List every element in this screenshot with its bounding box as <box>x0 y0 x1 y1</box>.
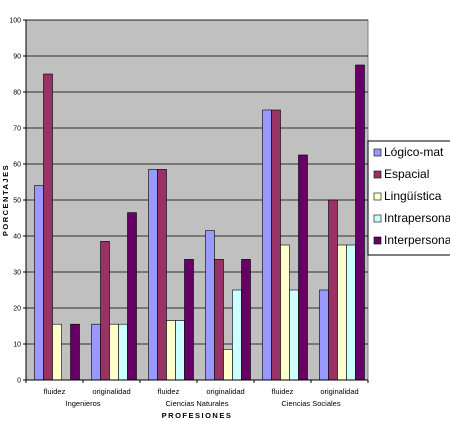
y-tick-label: 100 <box>9 18 21 25</box>
legend-swatch <box>373 236 382 245</box>
x-tick-label: fluidez <box>272 387 294 396</box>
bar <box>157 169 167 381</box>
bar <box>214 259 224 381</box>
bar <box>289 289 299 381</box>
legend-swatch <box>373 192 382 201</box>
y-tick-label: 30 <box>13 270 21 277</box>
legend: Lógico-mat Espacial Lingüística Intraperson… <box>367 140 450 256</box>
legend-label: Espacial <box>384 167 429 181</box>
x-tick-label: fluidez <box>44 387 66 396</box>
y-tick-label: 40 <box>13 234 21 241</box>
legend-box <box>367 140 450 256</box>
bar <box>184 259 194 381</box>
bar <box>109 323 119 381</box>
bar <box>328 199 338 381</box>
bars <box>34 64 365 381</box>
y-tick-label: 10 <box>13 342 21 349</box>
x-group-label: Ciencias Naturales <box>166 399 229 408</box>
y-tick-label: 0 <box>17 378 21 385</box>
legend-label: Lógico-mat <box>384 145 444 159</box>
bar <box>271 109 281 381</box>
y-tick-label: 20 <box>13 306 21 313</box>
bar <box>346 244 356 381</box>
bar <box>262 109 272 381</box>
x-group-label: Ciencias Sociales <box>281 399 340 408</box>
x-axis-groups: Ingenieros Ciencias Naturales Ciencias Soc… <box>65 399 340 408</box>
bar <box>118 323 128 381</box>
y-axis-ticks: 0 10 20 30 40 50 60 70 80 90 100 <box>9 18 26 385</box>
bar <box>355 64 365 381</box>
bar <box>100 241 110 381</box>
bar <box>70 323 80 381</box>
y-tick-label: 60 <box>13 162 21 169</box>
y-tick-label: 70 <box>13 126 21 133</box>
bar <box>52 323 62 381</box>
legend-swatch <box>373 214 382 223</box>
gridlines <box>26 19 368 345</box>
x-axis-categories: fluidez originalidad fluidez originalidad fl… <box>25 380 369 396</box>
x-group-label: Ingenieros <box>65 399 100 408</box>
legend-swatch <box>373 170 382 179</box>
y-tick-label: 90 <box>13 54 21 61</box>
legend-label: Interpersonal <box>384 233 450 247</box>
bar <box>127 212 137 381</box>
bar <box>34 185 44 381</box>
x-axis-title: PROFESIONES <box>162 411 233 420</box>
bar <box>319 289 329 381</box>
x-tick-label: originalidad <box>320 387 358 396</box>
x-tick-label: originalidad <box>206 387 244 396</box>
legend-label: Intrapersonal <box>384 211 450 225</box>
bar <box>232 289 242 381</box>
legend-label: Lingüística <box>384 189 442 203</box>
bar <box>298 154 308 381</box>
y-axis-title: PORCENTAJES <box>1 164 10 236</box>
bar <box>337 244 347 381</box>
bar <box>148 169 158 381</box>
bar <box>91 323 101 381</box>
bar <box>175 320 185 381</box>
bar <box>205 230 215 381</box>
y-tick-label: 50 <box>13 198 21 205</box>
bar <box>280 244 290 381</box>
y-tick-label: 80 <box>13 90 21 97</box>
bar <box>166 320 176 381</box>
bar <box>241 259 251 381</box>
bar <box>43 73 53 381</box>
x-tick-label: fluidez <box>158 387 180 396</box>
x-tick-label: originalidad <box>92 387 130 396</box>
legend-swatch <box>373 148 382 157</box>
bar <box>223 349 233 381</box>
